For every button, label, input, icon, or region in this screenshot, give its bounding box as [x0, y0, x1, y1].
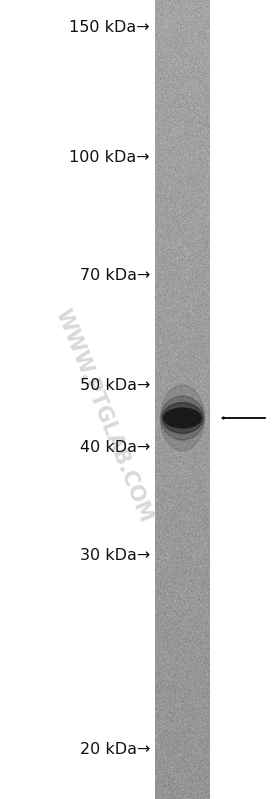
Text: 20 kDa→: 20 kDa→ — [80, 742, 150, 757]
Ellipse shape — [164, 408, 201, 428]
Text: 40 kDa→: 40 kDa→ — [80, 440, 150, 455]
Text: 50 kDa→: 50 kDa→ — [80, 377, 150, 392]
Text: 70 kDa→: 70 kDa→ — [80, 268, 150, 283]
Text: 30 kDa→: 30 kDa→ — [80, 548, 150, 563]
Ellipse shape — [160, 385, 204, 451]
Ellipse shape — [162, 403, 203, 433]
Ellipse shape — [161, 396, 204, 440]
Text: 100 kDa→: 100 kDa→ — [69, 150, 150, 165]
Text: WWW.PTGLAB.COM: WWW.PTGLAB.COM — [52, 306, 156, 525]
Text: 150 kDa→: 150 kDa→ — [69, 21, 150, 35]
